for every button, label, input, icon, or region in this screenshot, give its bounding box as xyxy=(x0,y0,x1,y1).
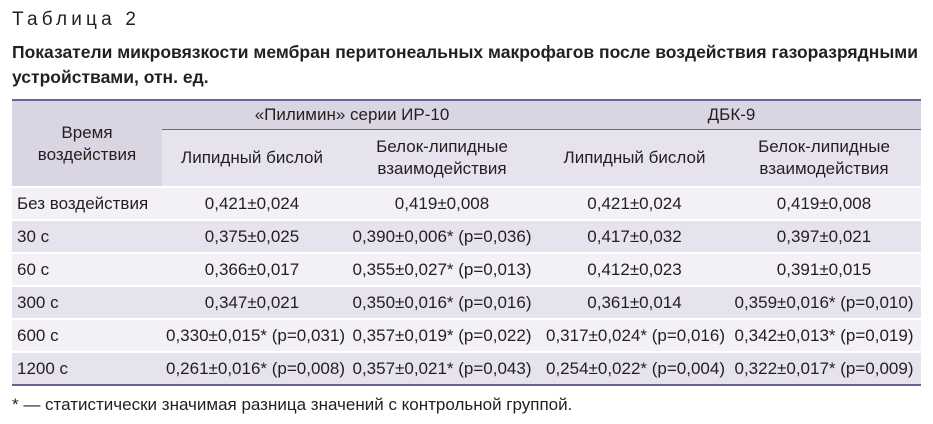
subheader-protein-lipid-2: Белок-липидные взаимодействия xyxy=(727,129,922,187)
table-row: 1200 с 0,261±0,016* (p=0,008) 0,357±0,02… xyxy=(12,351,922,384)
cell-value: 0,359±0,016* (p=0,010) xyxy=(727,285,922,319)
header-time: Время воздействия xyxy=(12,101,162,187)
cell-value: 0,397±0,021 xyxy=(727,219,922,253)
table-row: 600 с 0,330±0,015* (p=0,031) 0,357±0,019… xyxy=(12,318,922,352)
table-top-rule xyxy=(12,99,921,101)
cell-value: 0,391±0,015 xyxy=(727,252,922,286)
table-caption: Показатели микровязкости мембран перитон… xyxy=(12,42,918,87)
cell-value: 0,342±0,013* (p=0,019) xyxy=(727,318,922,352)
table-row: 30 с 0,375±0,025 0,390±0,006* (p=0,036) … xyxy=(12,219,922,253)
cell-time: Без воздействия xyxy=(12,186,162,220)
cell-value: 0,417±0,032 xyxy=(542,219,727,253)
cell-time: 300 с xyxy=(12,285,162,319)
cell-value: 0,254±0,022* (p=0,004) xyxy=(542,351,727,384)
cell-value: 0,366±0,017 xyxy=(162,252,342,286)
cell-value: 0,350±0,016* (p=0,016) xyxy=(342,285,542,319)
subheader-lipid-2: Липидный бислой xyxy=(542,129,727,187)
cell-value: 0,357±0,021* (p=0,043) xyxy=(342,351,542,384)
cell-value: 0,421±0,024 xyxy=(162,186,342,220)
header-group-dbk: ДБК-9 xyxy=(542,101,922,130)
table-row: 300 с 0,347±0,021 0,350±0,016* (p=0,016)… xyxy=(12,285,922,319)
cell-value: 0,390±0,006* (p=0,036) xyxy=(342,219,542,253)
cell-value: 0,261±0,016* (p=0,008) xyxy=(162,351,345,384)
subheader-protein-lipid-1: Белок-липидные взаимодействия xyxy=(342,129,542,187)
cell-value: 0,375±0,025 xyxy=(162,219,342,253)
cell-value: 0,317±0,024* (p=0,016) xyxy=(542,318,727,352)
table-row: 60 с 0,366±0,017 0,355±0,027* (p=0,013) … xyxy=(12,252,922,286)
cell-time: 60 с xyxy=(12,252,162,286)
table-bottom-rule xyxy=(12,384,921,386)
cell-value: 0,421±0,024 xyxy=(542,186,727,220)
cell-value: 0,322±0,017* (p=0,009) xyxy=(727,351,922,384)
cell-value: 0,412±0,023 xyxy=(542,252,727,286)
data-table: Время воздействия «Пилимин» серии ИР-10 … xyxy=(12,101,922,384)
table-number: Таблица 2 xyxy=(12,9,141,30)
cell-time: 1200 с xyxy=(12,351,162,384)
header-group-pilimin: «Пилимин» серии ИР-10 xyxy=(162,101,542,130)
cell-value: 0,330±0,015* (p=0,031) xyxy=(162,318,345,352)
cell-value: 0,347±0,021 xyxy=(162,285,342,319)
cell-value: 0,419±0,008 xyxy=(342,186,542,220)
table-row: Без воздействия 0,421±0,024 0,419±0,008 … xyxy=(12,186,922,220)
cell-value: 0,357±0,019* (p=0,022) xyxy=(342,318,542,352)
cell-value: 0,355±0,027* (p=0,013) xyxy=(342,252,542,286)
cell-value: 0,361±0,014 xyxy=(542,285,727,319)
cell-time: 30 с xyxy=(12,219,162,253)
subheader-lipid-1: Липидный бислой xyxy=(162,129,342,187)
cell-time: 600 с xyxy=(12,318,162,352)
footnote: * — статистически значимая разница значе… xyxy=(12,395,573,414)
cell-value: 0,419±0,008 xyxy=(727,186,922,220)
